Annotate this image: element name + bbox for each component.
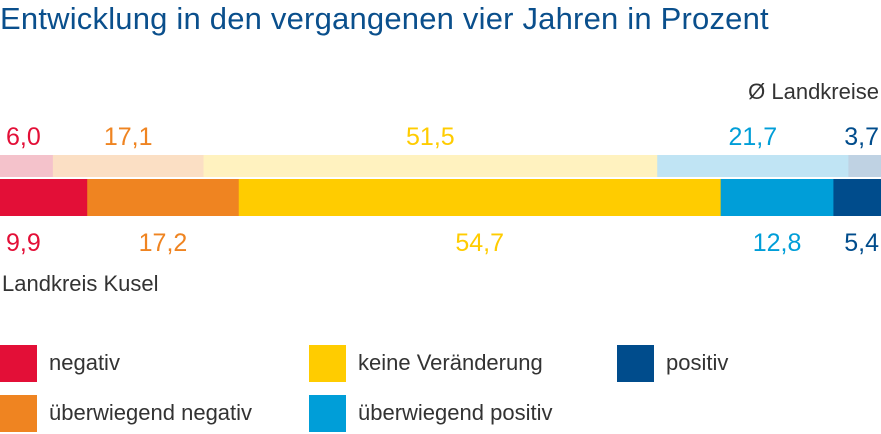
bar-segment-kusel-3: [720, 179, 834, 216]
legend-label: keine Veränderung: [358, 350, 543, 375]
legend-label: überwiegend negativ: [49, 400, 253, 425]
legend-item-keine-veraenderung: keine Veränderung: [309, 343, 543, 383]
legend-label: überwiegend positiv: [358, 400, 553, 425]
bar-segment-kusel-2: [238, 179, 722, 216]
value-label-kusel-0: 9,9: [6, 229, 41, 257]
legend-item-ueberwiegend-negativ: überwiegend negativ: [0, 393, 252, 433]
value-label-landkreise-1: 17,1: [104, 123, 153, 151]
legend-label: positiv: [666, 350, 729, 375]
value-label-kusel-4: 5,4: [844, 229, 879, 257]
bar-segment-kusel-1: [87, 179, 240, 216]
value-label-kusel-3: 12,8: [753, 229, 802, 257]
legend-item-negativ: negativ: [0, 343, 120, 383]
legend-swatch: [309, 394, 346, 432]
legend-item-ueberwiegend-positiv: überwiegend positiv: [309, 393, 552, 433]
top-bar-landkreise: [0, 155, 881, 177]
legend-swatch: [0, 394, 37, 432]
chart-title: Entwicklung in den vergangenen vier Jahr…: [0, 1, 769, 36]
value-label-landkreise-4: 3,7: [844, 123, 879, 151]
value-label-landkreise-3: 21,7: [728, 123, 777, 151]
legend-label: negativ: [49, 350, 120, 375]
bar-segment-landkreise-0: [0, 155, 54, 177]
value-label-kusel-2: 54,7: [455, 229, 504, 257]
legend-swatch: [0, 344, 37, 382]
legend-swatch: [309, 344, 346, 382]
bar-segment-landkreise-1: [52, 155, 205, 177]
bar-segment-landkreise-4: [848, 155, 881, 177]
legend-item-positiv: positiv: [617, 343, 728, 383]
top-bar-caption: Ø Landkreise: [748, 79, 879, 104]
bottom-bar-caption: Landkreis Kusel: [2, 271, 159, 296]
value-label-landkreise-0: 6,0: [6, 123, 41, 151]
bar-segment-landkreise-3: [657, 155, 849, 177]
value-label-kusel-1: 17,2: [139, 229, 188, 257]
value-label-landkreise-2: 51,5: [406, 123, 455, 151]
legend-swatch: [617, 344, 654, 382]
top-value-labels: 6,0 17,1 51,5 21,7 3,7: [6, 123, 879, 151]
bar-segment-kusel-0: [0, 179, 88, 216]
bottom-bar-kusel: [0, 179, 881, 216]
bar-segment-landkreise-2: [203, 155, 658, 177]
bottom-value-labels: 9,9 17,2 54,7 12,8 5,4: [6, 229, 879, 257]
bar-segment-kusel-4: [833, 179, 881, 216]
